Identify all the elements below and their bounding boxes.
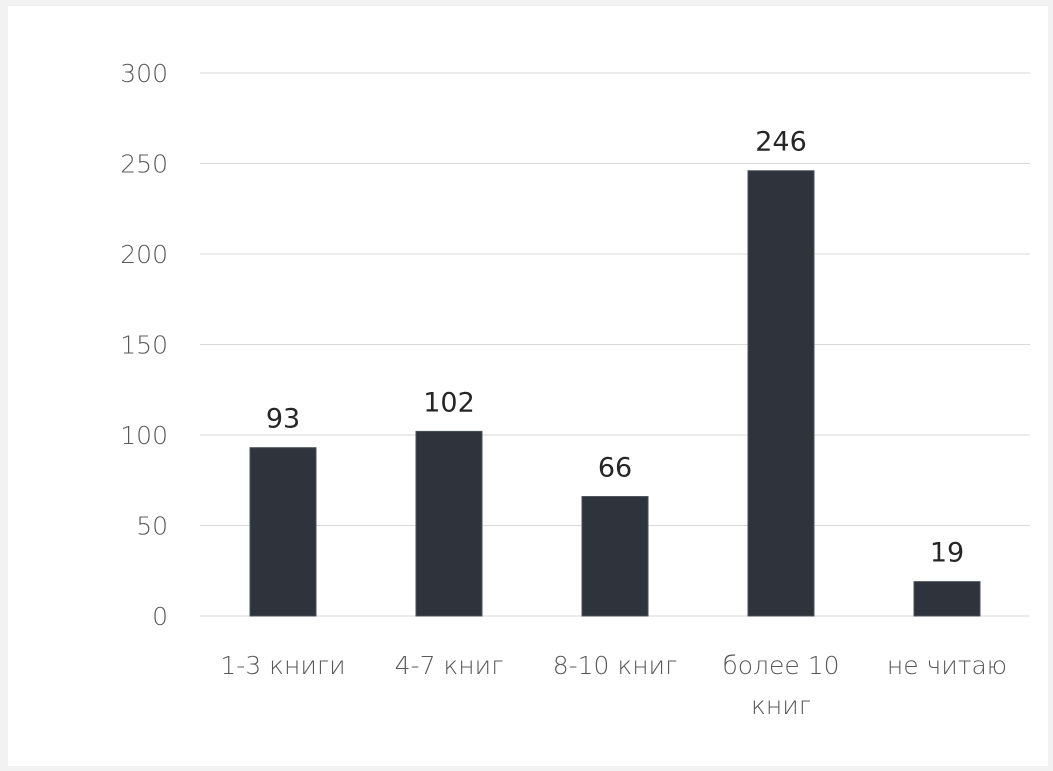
bar-3: [747, 170, 815, 617]
category-label-2: 8-10 книг: [553, 651, 678, 680]
bar-1: [415, 430, 483, 617]
category-label-4: не читаю: [887, 651, 1007, 680]
data-label-1: 102: [423, 387, 475, 418]
data-labels: 93 102 66 246 19: [266, 127, 964, 569]
y-tick-label-50: 50: [136, 512, 168, 541]
data-label-0: 93: [266, 404, 300, 435]
bar-0: [249, 447, 317, 617]
data-label-4: 19: [930, 538, 964, 569]
category-label-3: более 10 книг: [722, 651, 839, 720]
x-axis-category-labels: 1-3 книги 4-7 книг 8-10 книг более 10 книг не…: [220, 651, 1007, 720]
bar-2: [581, 496, 649, 617]
y-tick-label-300: 300: [120, 59, 168, 88]
category-label-0: 1-3 книги: [220, 651, 345, 680]
chart-card: [8, 6, 1048, 766]
data-label-2: 66: [598, 453, 632, 484]
y-tick-label-150: 150: [120, 331, 168, 360]
y-tick-label-100: 100: [120, 421, 168, 450]
data-label-3: 246: [755, 127, 807, 158]
bar-4: [913, 581, 981, 617]
y-tick-label-200: 200: [120, 240, 168, 269]
y-axis-tick-labels: 0 50 100 150 200 250 300: [120, 59, 168, 631]
y-tick-label-250: 250: [120, 150, 168, 179]
y-tick-label-0: 0: [152, 602, 168, 631]
bars: [249, 170, 981, 617]
category-label-1: 4-7 книг: [395, 651, 504, 680]
